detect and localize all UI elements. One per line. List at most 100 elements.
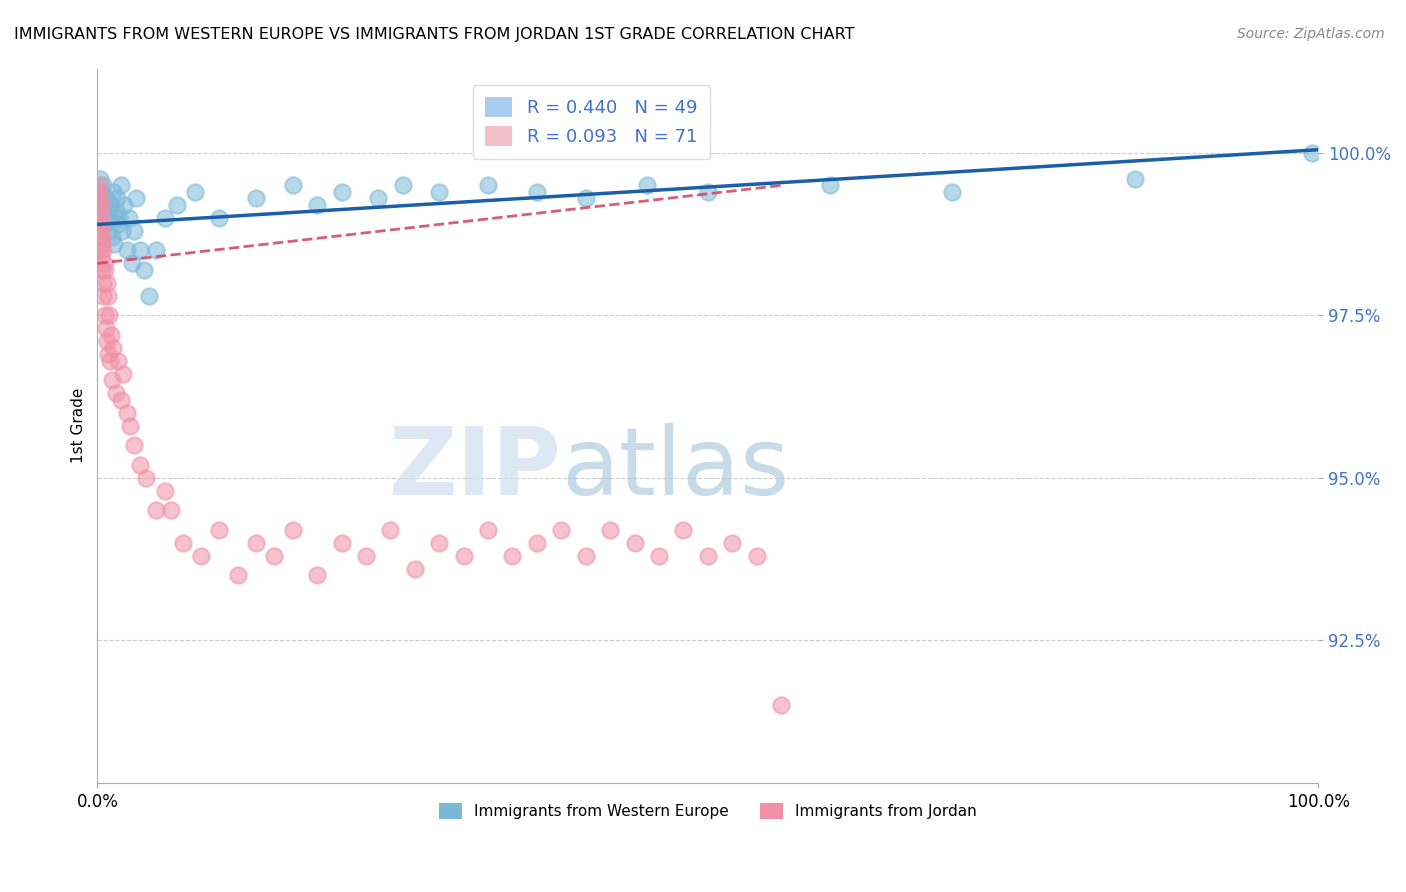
Point — [696, 185, 718, 199]
Point — [91, 263, 114, 277]
Point — [90, 185, 112, 199]
Point — [526, 535, 548, 549]
Point — [1301, 145, 1323, 160]
Point — [94, 191, 117, 205]
Point — [526, 185, 548, 199]
Point — [166, 198, 188, 212]
Point — [89, 244, 111, 258]
Point — [96, 276, 118, 290]
Point — [172, 535, 194, 549]
Point — [129, 458, 152, 472]
Point — [672, 523, 695, 537]
Point — [91, 230, 114, 244]
Point — [104, 386, 127, 401]
Point — [93, 289, 115, 303]
Point — [770, 698, 793, 712]
Point — [103, 185, 125, 199]
Point — [501, 549, 523, 563]
Point — [101, 230, 124, 244]
Point — [138, 289, 160, 303]
Point — [380, 523, 402, 537]
Point — [263, 549, 285, 563]
Point — [145, 503, 167, 517]
Point — [105, 191, 128, 205]
Point — [132, 263, 155, 277]
Point — [575, 549, 598, 563]
Point — [108, 211, 131, 225]
Point — [87, 198, 110, 212]
Point — [103, 236, 125, 251]
Text: Source: ZipAtlas.com: Source: ZipAtlas.com — [1237, 27, 1385, 41]
Point — [90, 211, 112, 225]
Point — [107, 218, 129, 232]
Point — [120, 418, 142, 433]
Point — [159, 503, 181, 517]
Point — [125, 191, 148, 205]
Point — [404, 562, 426, 576]
Point — [818, 178, 841, 193]
Point — [97, 347, 120, 361]
Point — [100, 327, 122, 342]
Point — [281, 523, 304, 537]
Point — [135, 471, 157, 485]
Point — [97, 224, 120, 238]
Point — [89, 191, 111, 205]
Point — [575, 191, 598, 205]
Point — [91, 218, 114, 232]
Point — [118, 211, 141, 225]
Point — [115, 406, 138, 420]
Point — [90, 236, 112, 251]
Point — [427, 185, 450, 199]
Point — [87, 178, 110, 193]
Point — [623, 535, 645, 549]
Point — [696, 549, 718, 563]
Point — [98, 211, 121, 225]
Point — [307, 198, 329, 212]
Point — [208, 523, 231, 537]
Point — [1123, 172, 1146, 186]
Point — [115, 244, 138, 258]
Point — [100, 198, 122, 212]
Point — [367, 191, 389, 205]
Text: IMMIGRANTS FROM WESTERN EUROPE VS IMMIGRANTS FROM JORDAN 1ST GRADE CORRELATION C: IMMIGRANTS FROM WESTERN EUROPE VS IMMIGR… — [14, 27, 855, 42]
Point — [89, 224, 111, 238]
Point — [91, 276, 114, 290]
Point — [184, 185, 207, 199]
Point — [93, 309, 115, 323]
Point — [648, 549, 671, 563]
Point — [477, 178, 499, 193]
Point — [636, 178, 658, 193]
Point — [93, 218, 115, 232]
Point — [391, 178, 413, 193]
Point — [87, 218, 110, 232]
Point — [93, 256, 115, 270]
Point — [96, 204, 118, 219]
Point — [599, 523, 621, 537]
Point — [550, 523, 572, 537]
Point — [110, 178, 132, 193]
Point — [91, 244, 114, 258]
Point — [89, 204, 111, 219]
Text: atlas: atlas — [561, 423, 790, 515]
Point — [721, 535, 744, 549]
Point — [104, 204, 127, 219]
Point — [90, 250, 112, 264]
Point — [91, 198, 114, 212]
Point — [103, 341, 125, 355]
Point — [226, 568, 249, 582]
Point — [190, 549, 212, 563]
Point — [145, 244, 167, 258]
Point — [281, 178, 304, 193]
Point — [94, 263, 117, 277]
Text: ZIP: ZIP — [388, 423, 561, 515]
Point — [110, 392, 132, 407]
Point — [101, 373, 124, 387]
Point — [354, 549, 377, 563]
Point — [245, 191, 267, 205]
Point — [427, 535, 450, 549]
Point — [111, 224, 134, 238]
Point — [94, 321, 117, 335]
Point — [153, 483, 176, 498]
Point — [122, 224, 145, 238]
Point — [89, 230, 111, 244]
